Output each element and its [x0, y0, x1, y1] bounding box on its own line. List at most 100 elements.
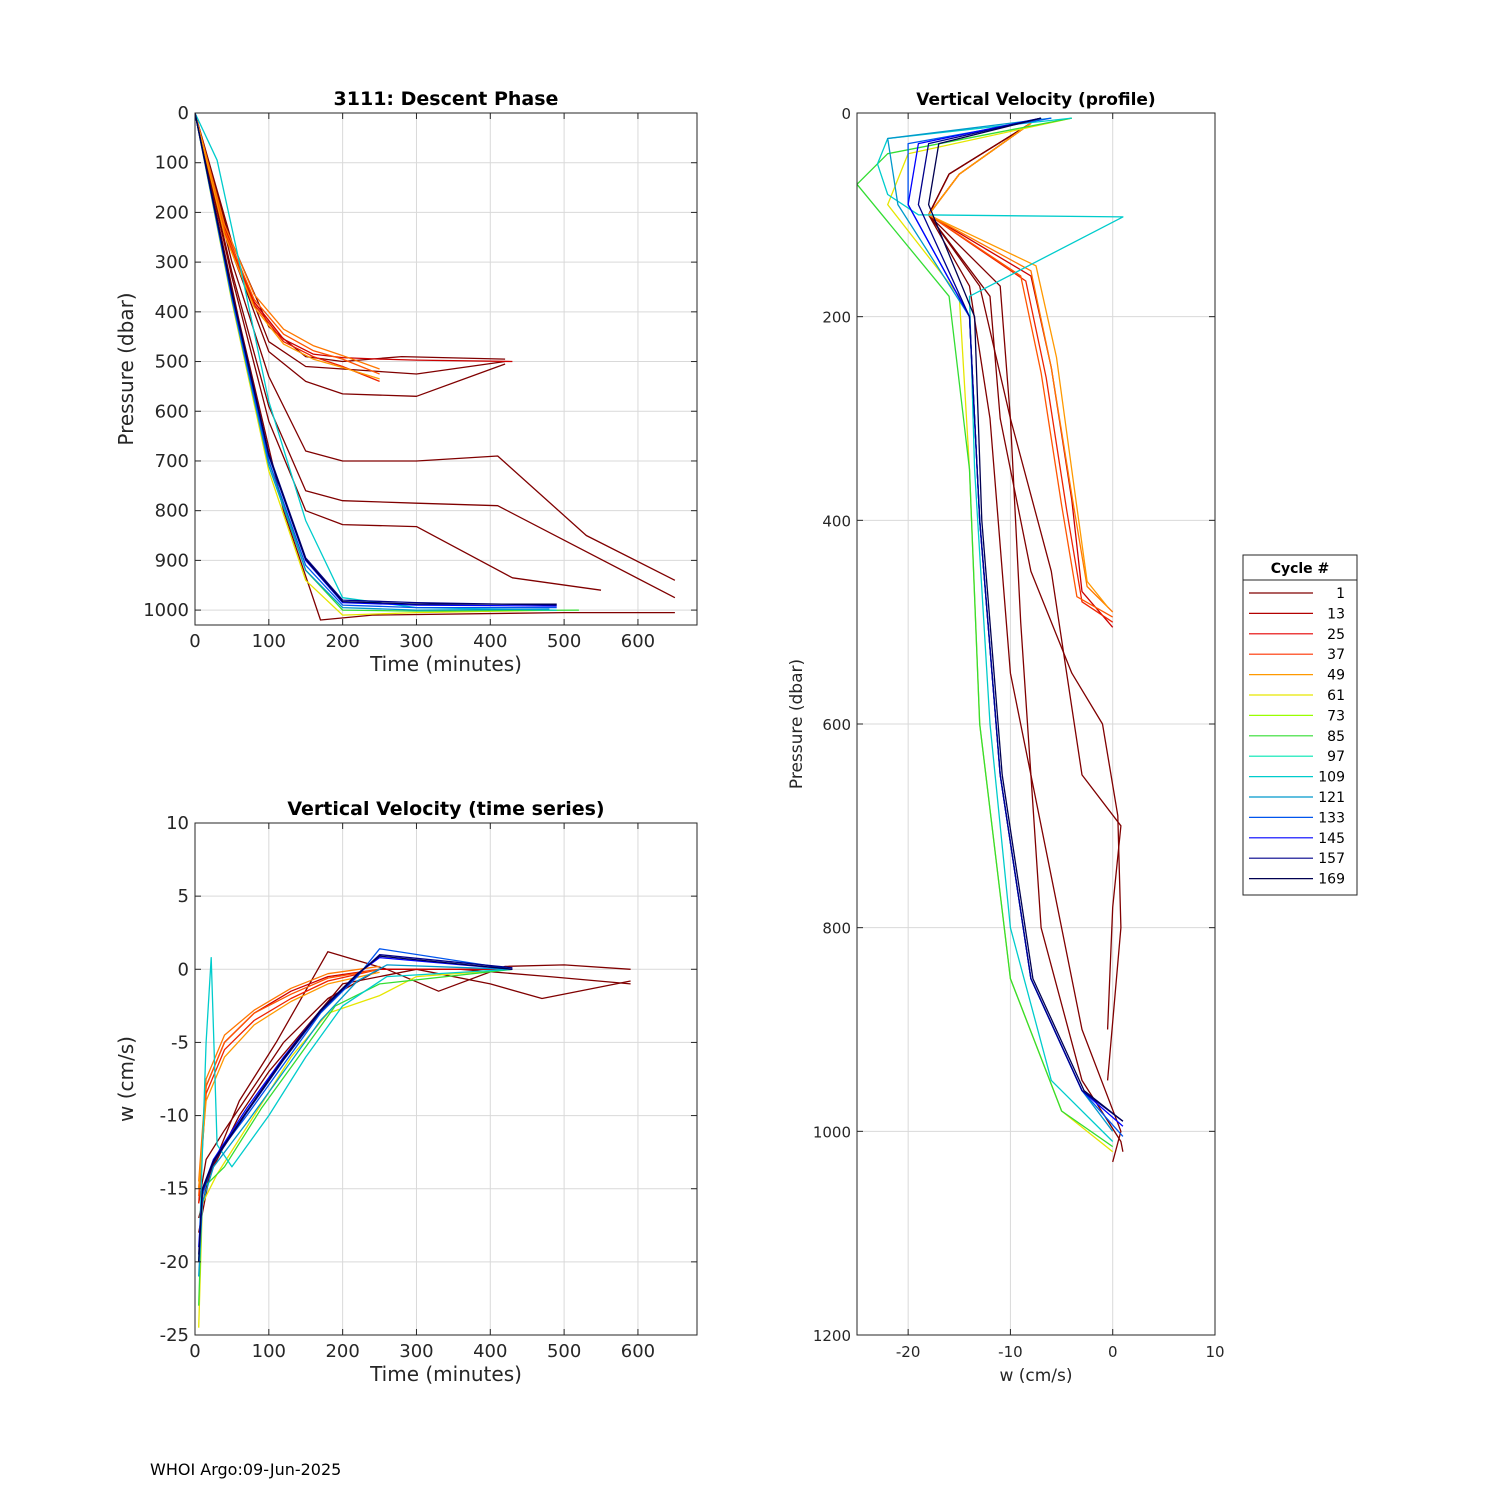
legend-entry-label: 97: [1327, 749, 1345, 765]
x-tick-label: 0: [1108, 1343, 1118, 1361]
series-line-9: [195, 113, 380, 375]
series-line-10: [198, 956, 513, 1262]
y-tick-label: 700: [155, 451, 189, 472]
x-axis-label: Time (minutes): [369, 652, 522, 676]
y-tick-label: 100: [155, 153, 189, 174]
y-tick-label: 0: [841, 105, 851, 123]
legend-entry-label: 109: [1318, 770, 1345, 786]
y-axis-label: Pressure (dbar): [787, 659, 807, 789]
legend-entry-label: 1: [1336, 586, 1345, 602]
x-tick-label: 100: [252, 1341, 286, 1362]
x-tick-label: -20: [896, 1343, 921, 1361]
y-tick-label: 900: [155, 550, 189, 571]
y-tick-label: -5: [171, 1032, 189, 1053]
x-tick-label: 400: [473, 631, 507, 652]
x-tick-label: 400: [473, 1341, 507, 1362]
series-line-0: [198, 968, 631, 1204]
series-line-3: [195, 113, 676, 581]
legend-entry-label: 133: [1318, 810, 1345, 826]
descent-phase-chart: 0 100 200 300 400 500 600 0 100 200 300 400 500 600 70…: [114, 88, 698, 676]
x-axis-label: w (cm/s): [999, 1366, 1072, 1386]
y-tick-label: 0: [178, 103, 189, 124]
series-line-19: [195, 113, 557, 605]
y-axis-label: Pressure (dbar): [114, 292, 138, 445]
series-line-7: [198, 971, 380, 1189]
series-line-15: [917, 117, 1124, 1122]
legend-entry-label: 25: [1327, 627, 1345, 643]
y-tick-label: 200: [155, 202, 189, 223]
legend-entry-label: 145: [1318, 831, 1345, 847]
x-tick-label: -10: [998, 1343, 1023, 1361]
x-axis-label: Time (minutes): [369, 1362, 522, 1386]
y-tick-label: -10: [160, 1106, 189, 1127]
series-line-11: [195, 113, 380, 380]
series-line-5: [195, 113, 602, 591]
series-line-8: [198, 968, 513, 1328]
series-line-10: [195, 113, 380, 370]
series-line-16: [927, 117, 1124, 1122]
series-line-4: [195, 113, 676, 599]
x-tick-label: 200: [325, 1341, 359, 1362]
legend-title: Cycle #: [1271, 561, 1330, 577]
x-tick-label: 0: [189, 1341, 200, 1362]
x-tick-label: 100: [252, 631, 286, 652]
y-tick-label: 1000: [813, 1123, 851, 1141]
y-tick-label: 800: [155, 501, 189, 522]
legend-entry-label: 37: [1327, 647, 1345, 663]
y-tick-label: 200: [822, 309, 851, 327]
y-tick-label: 400: [822, 512, 851, 530]
y-tick-label: 0: [178, 959, 189, 980]
series-line-3: [927, 122, 1122, 1163]
legend-entry-label: 157: [1318, 851, 1345, 867]
axes-frame: [194, 822, 698, 1336]
y-tick-label: 5: [178, 886, 189, 907]
axes-frame: [194, 112, 698, 626]
series-line-14: [195, 113, 557, 611]
cycle-legend: Cycle # 1 13 25 37 49 61 73 85 97 109 121 133 145 157 1…: [1242, 554, 1358, 896]
legend-entry-label: 85: [1327, 729, 1345, 745]
x-tick-label: 200: [325, 631, 359, 652]
series-line-6: [198, 965, 380, 1182]
y-tick-label: 1000: [143, 600, 189, 621]
series-line-11: [876, 117, 1124, 1142]
x-tick-label: 10: [1205, 1343, 1224, 1361]
chart-title: Vertical Velocity (profile): [916, 90, 1155, 110]
series-group: [198, 948, 631, 1328]
y-tick-label: 600: [822, 716, 851, 734]
legend-entry-label: 73: [1327, 708, 1345, 724]
chart-title: Vertical Velocity (time series): [287, 798, 604, 820]
series-group: [857, 117, 1124, 1163]
y-tick-label: 10: [166, 813, 189, 834]
x-tick-label: 600: [621, 631, 655, 652]
chart-title: 3111: Descent Phase: [334, 88, 559, 110]
x-tick-label: 300: [399, 1341, 433, 1362]
x-tick-label: 500: [547, 631, 581, 652]
footer-stamp: WHOI Argo:09-Jun-2025: [150, 1460, 342, 1479]
y-tick-label: -15: [160, 1179, 189, 1200]
series-group: [195, 113, 676, 621]
y-tick-label: 600: [155, 401, 189, 422]
series-line-8: [927, 122, 1109, 608]
legend-entry-label: 61: [1327, 688, 1345, 704]
x-tick-label: 0: [189, 631, 200, 652]
x-tick-label: 300: [399, 631, 433, 652]
series-line-12: [198, 948, 513, 1262]
plot-area: [195, 113, 697, 625]
y-axis-label: w (cm/s): [114, 1036, 138, 1122]
x-tick-label: 600: [621, 1341, 655, 1362]
legend-entry-label: 121: [1318, 790, 1345, 806]
x-tick-label: 500: [547, 1341, 581, 1362]
y-tick-label: 1200: [813, 1327, 851, 1345]
y-tick-label: -20: [160, 1252, 189, 1273]
series-line-15: [198, 955, 513, 1262]
series-line-2: [198, 951, 631, 1233]
y-tick-label: 500: [155, 352, 189, 373]
y-tick-label: 300: [155, 252, 189, 273]
series-line-11: [198, 964, 513, 1277]
y-tick-label: 400: [155, 302, 189, 323]
legend-entry-label: 49: [1327, 668, 1345, 684]
velocity-time-series-chart: 0 100 200 300 400 500 600 10 5 0 -5 -10 -15 -20 -25 Ver…: [114, 798, 698, 1386]
y-tick-label: 800: [822, 920, 851, 938]
